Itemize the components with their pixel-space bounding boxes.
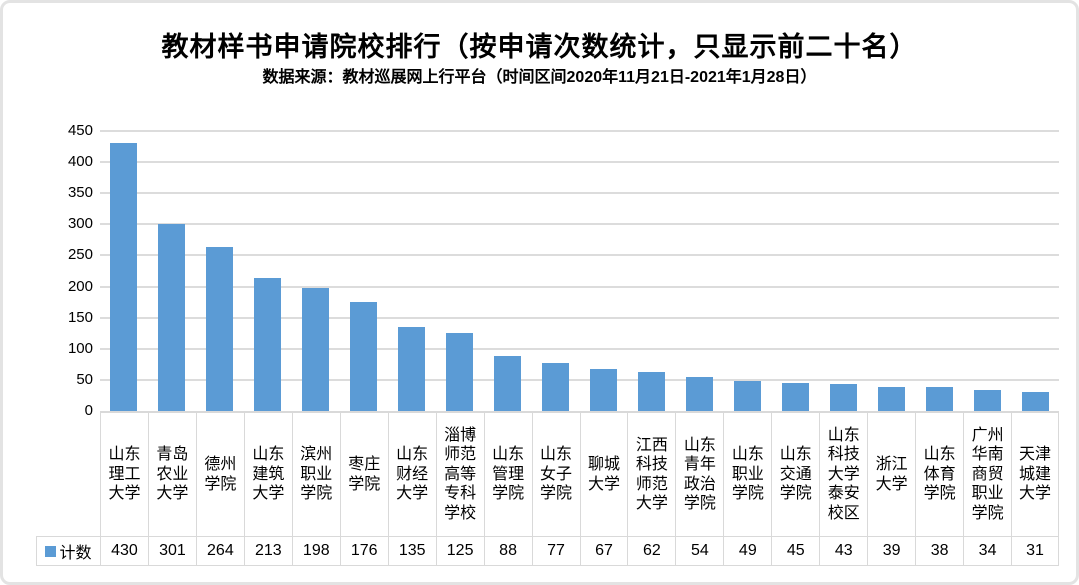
category-label: 浙江 大学: [867, 413, 915, 536]
category-label: 山东 科技 大学 泰安 校区: [819, 413, 867, 536]
category-label: 山东 女子 学院: [531, 413, 580, 536]
y-tick-label: 450: [67, 122, 93, 139]
category-label: 天津 城建 大学: [1011, 413, 1059, 536]
y-tick-label: 300: [67, 215, 93, 233]
category-label: 山东 青年 政治 学院: [675, 413, 723, 536]
data-table-value: 34: [963, 537, 1011, 565]
data-table-value: 176: [339, 537, 388, 565]
bar: [877, 386, 905, 411]
bar: [637, 372, 665, 411]
category-label: 江西 科技 师范 大学: [627, 413, 675, 536]
gridline-50: [100, 378, 1059, 381]
bar: [302, 287, 330, 411]
bar: [733, 380, 761, 411]
bar: [206, 246, 234, 411]
data-table-value: 38: [915, 537, 963, 565]
category-label: 聊城 大学: [579, 413, 628, 536]
y-tick-label: 100: [67, 339, 93, 357]
gridline-350: [100, 192, 1059, 195]
bar: [398, 327, 426, 411]
gridline-300: [100, 223, 1059, 226]
data-table-value: 430: [100, 537, 148, 565]
gridline-250: [100, 254, 1059, 257]
category-label: 德州 学院: [195, 413, 244, 536]
category-label: 山东 理工 大学: [100, 413, 148, 536]
data-table-value: 62: [627, 537, 675, 565]
data-table-value: 135: [387, 537, 436, 565]
gridline-200: [100, 285, 1059, 288]
data-table-value: 213: [243, 537, 292, 565]
data-table-value: 301: [147, 537, 196, 565]
category-label: 山东 体育 学院: [915, 413, 963, 536]
data-table-row: 计数 430 301 264 213 198 176 135 125 88 77 67 62 54 49 4…: [36, 536, 1059, 566]
category-label: 滨州 职业 学院: [291, 413, 340, 536]
data-table-value: 88: [483, 537, 532, 565]
data-table-value: 39: [867, 537, 915, 565]
bar: [494, 356, 522, 411]
data-table-value: 45: [771, 537, 819, 565]
data-table-value: 77: [531, 537, 580, 565]
bar: [110, 143, 138, 411]
category-label: 山东 管理 学院: [483, 413, 532, 536]
category-label: 山东 财经 大学: [387, 413, 436, 536]
data-table-value: 67: [579, 537, 628, 565]
category-label: 山东 建筑 大学: [243, 413, 292, 536]
bar: [781, 383, 809, 411]
category-label: 山东 交通 学院: [771, 413, 819, 536]
category-label: 枣庄 学院: [339, 413, 388, 536]
chart-subtitle: 数据来源：教材巡展网上行平台（时间区间2020年11月21日-2021年1月28…: [262, 69, 817, 86]
legend-label: 计数: [59, 545, 92, 562]
bar: [1021, 391, 1049, 411]
bar: [829, 384, 857, 411]
category-axis: 山东 理工 大学 青岛 农业 大学 德州 学院 山东 建筑 大学 滨州 职业 学院 枣庄 …: [100, 413, 1059, 536]
data-table-value: 125: [435, 537, 484, 565]
bar: [973, 389, 1001, 411]
data-table-value: 264: [195, 537, 244, 565]
data-table-value: 198: [291, 537, 340, 565]
y-tick-label: 0: [84, 402, 93, 419]
data-table-value: 31: [1011, 537, 1059, 565]
y-tick-label: 400: [67, 153, 93, 171]
chart-title: 教材样书申请院校排行（按申请次数统计，只显示前二十名）: [161, 32, 918, 62]
data-table-value: 54: [675, 537, 723, 565]
bar: [685, 377, 713, 411]
category-label: 广州 华南 商贸 职业 学院: [963, 413, 1011, 536]
gridline-100: [100, 347, 1059, 350]
bar: [350, 301, 378, 411]
y-tick-label: 250: [67, 246, 93, 264]
bar: [254, 278, 282, 411]
bar: [542, 363, 570, 411]
bar: [446, 333, 474, 411]
bar: [589, 369, 617, 411]
data-table-value: 43: [819, 537, 867, 565]
y-tick-label: 350: [67, 184, 93, 202]
gridline-150: [100, 316, 1059, 319]
y-tick-label: 150: [67, 308, 93, 326]
category-label: 山东 职业 学院: [723, 413, 771, 536]
category-label: 淄博 师范 高等 专科 学校: [435, 413, 484, 536]
plot-area: [100, 130, 1059, 413]
y-tick-label: 50: [76, 370, 93, 388]
bar: [158, 223, 186, 411]
bar: [925, 387, 953, 411]
category-label: 青岛 农业 大学: [147, 413, 196, 536]
legend-key-icon: [45, 545, 57, 557]
gridline-400: [100, 161, 1059, 164]
legend: 计数: [36, 537, 100, 565]
gridline-450: [100, 130, 1059, 132]
data-table-value: 49: [723, 537, 771, 565]
y-tick-label: 200: [67, 277, 93, 295]
